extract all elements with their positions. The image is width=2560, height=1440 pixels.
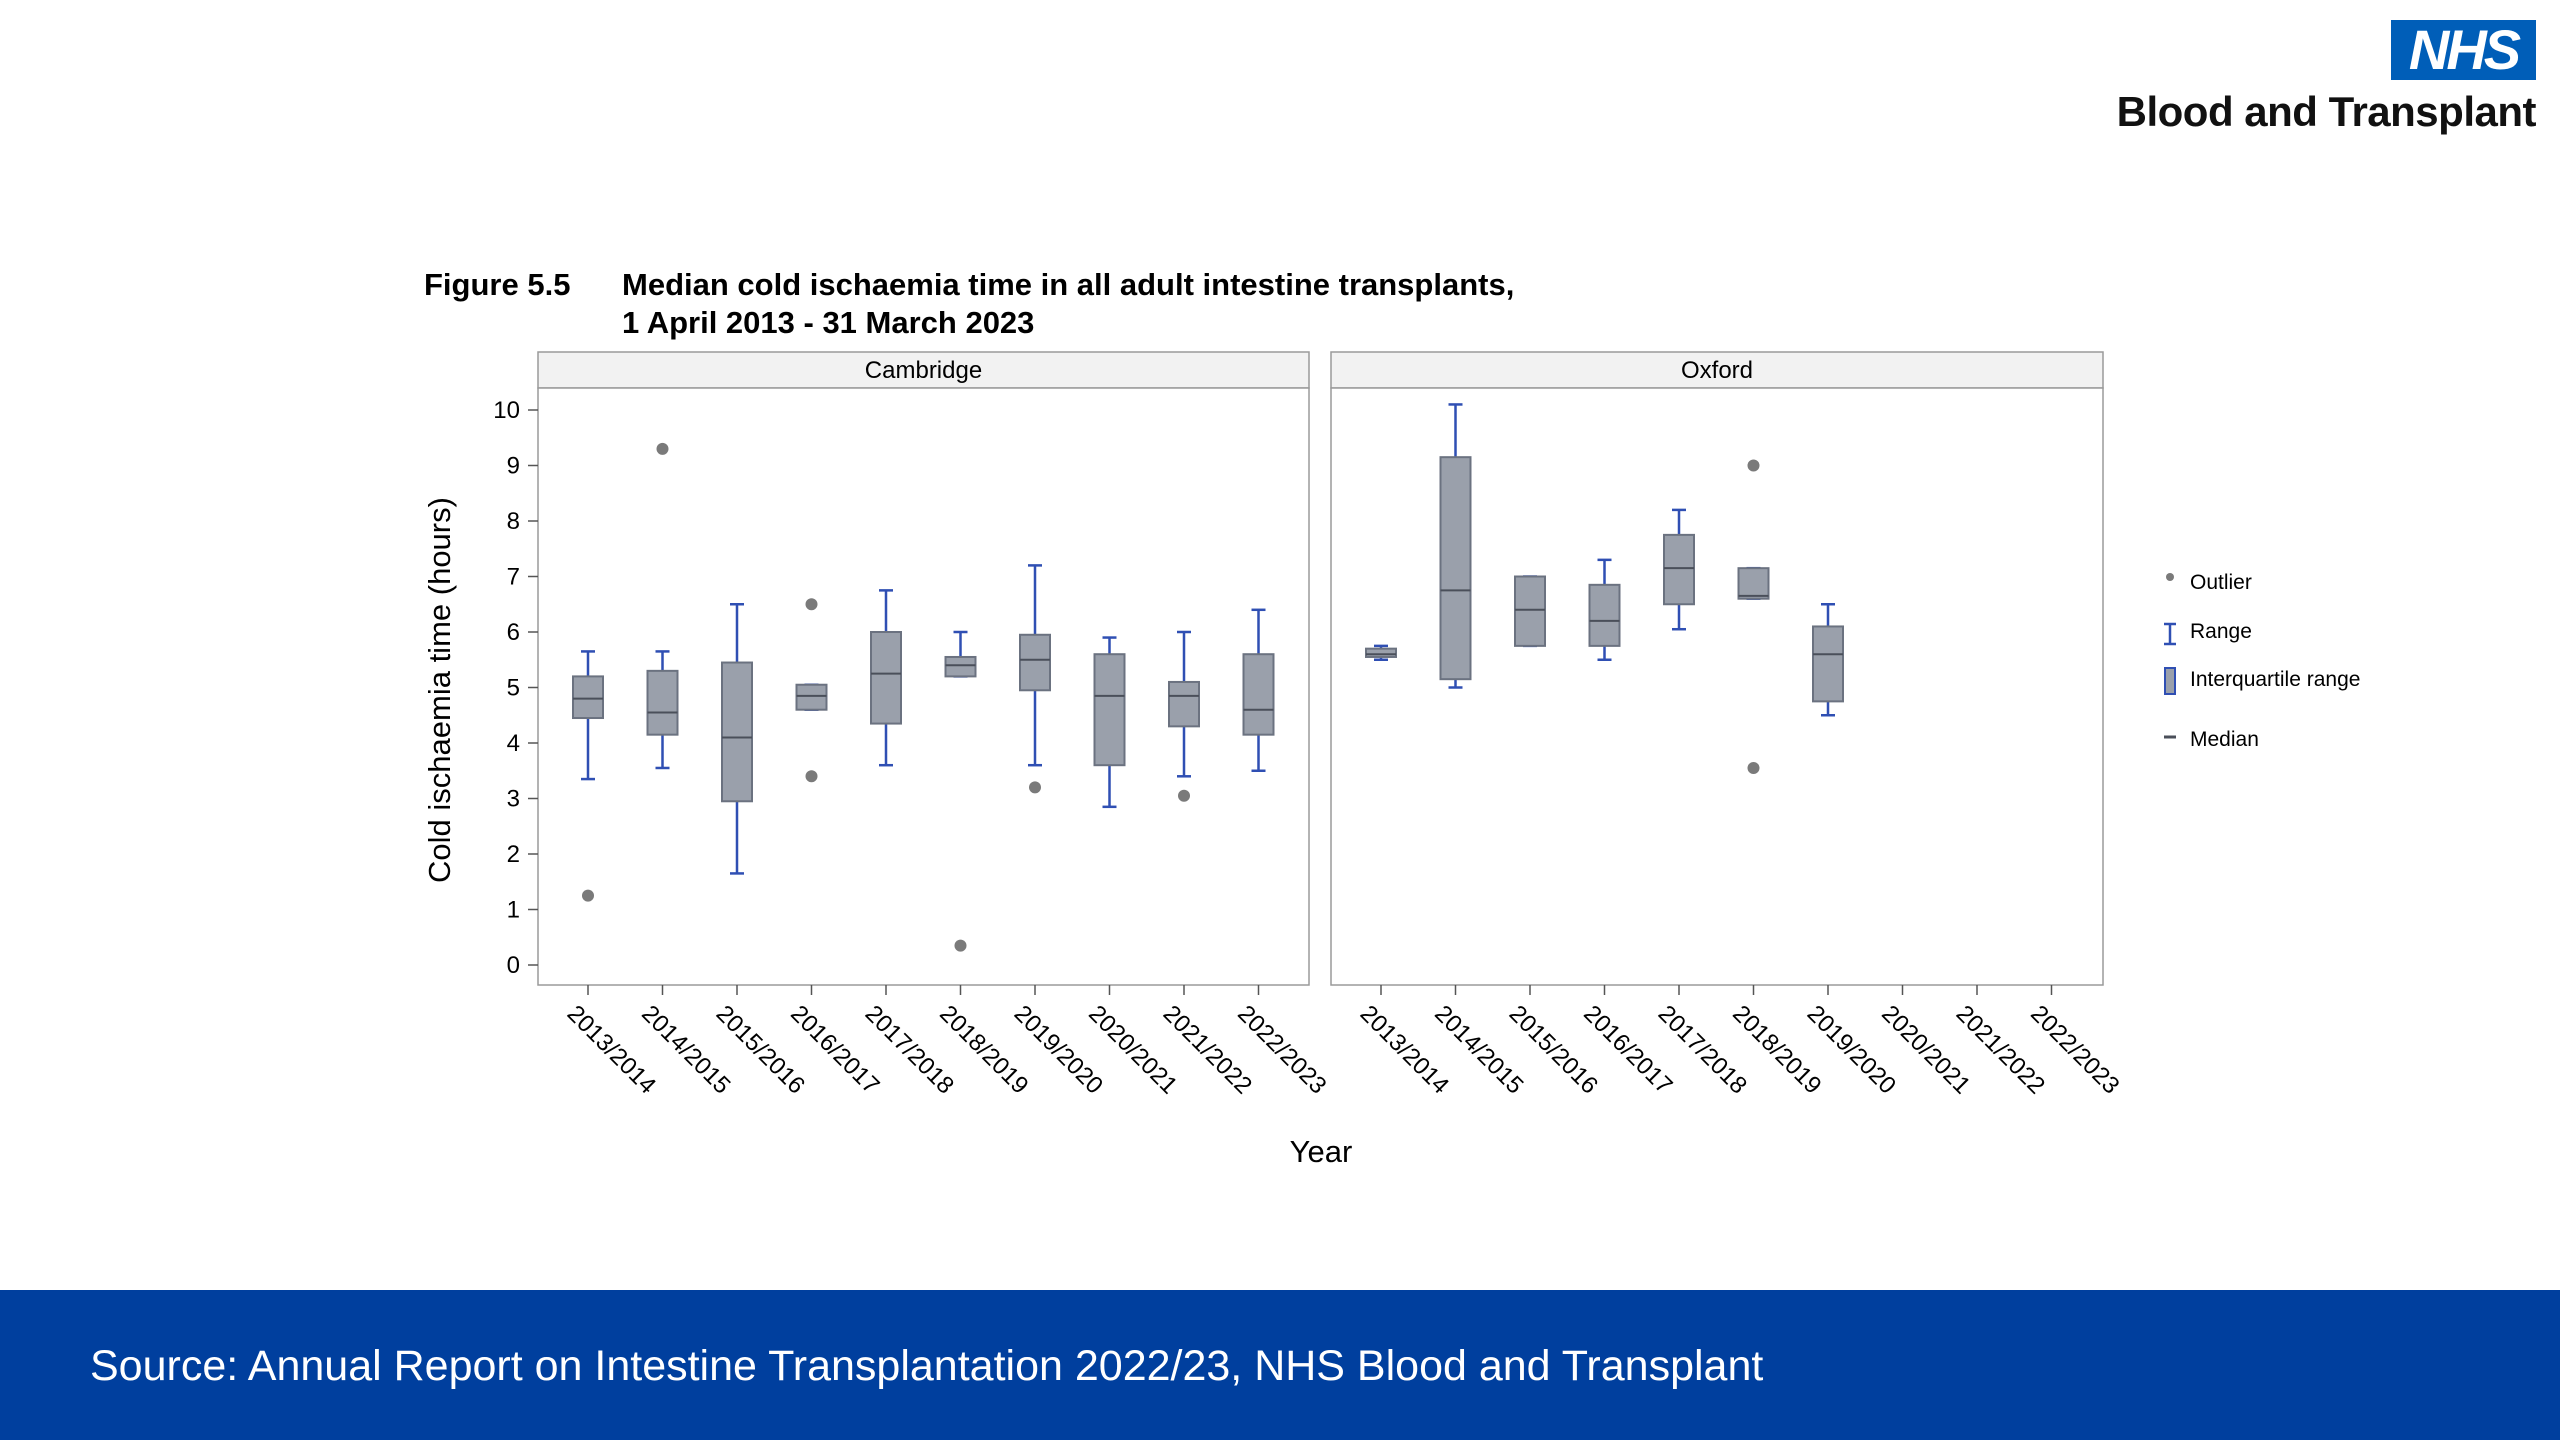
y-tick-label: 3: [507, 786, 520, 813]
panel-label: Cambridge: [865, 357, 982, 384]
box-plot-chart: Cambridge2013/20142014/20152015/20162016…: [422, 351, 2360, 1169]
panel-header: [537, 351, 1310, 389]
y-tick-label: 8: [507, 508, 520, 535]
figure-label: Figure 5.5: [424, 267, 571, 302]
legend-label: Median: [2190, 728, 2259, 751]
iqr-box: [1588, 583, 1621, 647]
y-tick-label: 2: [507, 841, 520, 868]
iqr-box: [795, 683, 828, 711]
y-tick-label: 1: [507, 897, 520, 924]
iqr-box: [1242, 653, 1275, 736]
nhs-logo-org: Blood and Transplant: [2116, 88, 2537, 135]
outlier-point: [656, 442, 669, 455]
legend-outlier-marker: [2166, 573, 2174, 581]
y-tick-label: 6: [507, 619, 520, 646]
iqr-box: [1737, 567, 1770, 600]
outlier-point: [1747, 459, 1760, 472]
x-axis-title: Year: [1290, 1134, 1353, 1169]
iqr-box: [1365, 647, 1397, 658]
nhs-logo: NHS Blood and Transplant: [2116, 20, 2537, 140]
outlier-point: [1029, 781, 1041, 794]
footer-banner: Source: Annual Report on Intestine Trans…: [0, 1290, 2560, 1440]
legend-label: Outlier: [2190, 571, 2252, 594]
footer-source: Source: Annual Report on Intestine Trans…: [90, 1342, 1764, 1390]
y-axis-title: Cold ischaemia time (hours): [422, 497, 457, 883]
legend-label: Interquartile range: [2190, 668, 2360, 691]
panel-label: Oxford: [1681, 357, 1753, 384]
outlier-point: [805, 770, 818, 783]
y-tick-label: 0: [507, 952, 520, 979]
iqr-box: [646, 669, 679, 736]
iqr-box: [1019, 633, 1051, 692]
iqr-box: [721, 661, 753, 803]
y-tick-label: 7: [507, 564, 520, 591]
iqr-box: [1812, 625, 1844, 703]
outlier-point: [954, 939, 967, 952]
outlier-point: [582, 889, 594, 902]
y-tick-label: 10: [493, 397, 520, 424]
outlier-point: [805, 598, 818, 611]
iqr-box: [1439, 456, 1472, 681]
figure-title-line1: Median cold ischaemia time in all adult …: [622, 267, 1515, 302]
iqr-box: [1514, 575, 1546, 647]
y-tick-label: 4: [507, 730, 520, 757]
iqr-box: [1663, 533, 1695, 606]
iqr-box: [1093, 653, 1126, 767]
legend-iqr-marker: [2164, 667, 2176, 695]
iqr-box: [944, 655, 977, 678]
iqr-box: [572, 675, 604, 720]
iqr-box: [870, 631, 902, 725]
y-tick-label: 9: [507, 453, 520, 480]
legend-label: Range: [2190, 620, 2252, 643]
outlier-point: [1747, 761, 1760, 774]
nhs-logo-mark: NHS: [2391, 20, 2536, 80]
figure-title-line2: 1 April 2013 - 31 March 2023: [622, 305, 1035, 340]
y-tick-label: 5: [507, 675, 520, 702]
outlier-point: [1178, 789, 1190, 802]
iqr-box: [1168, 680, 1200, 728]
